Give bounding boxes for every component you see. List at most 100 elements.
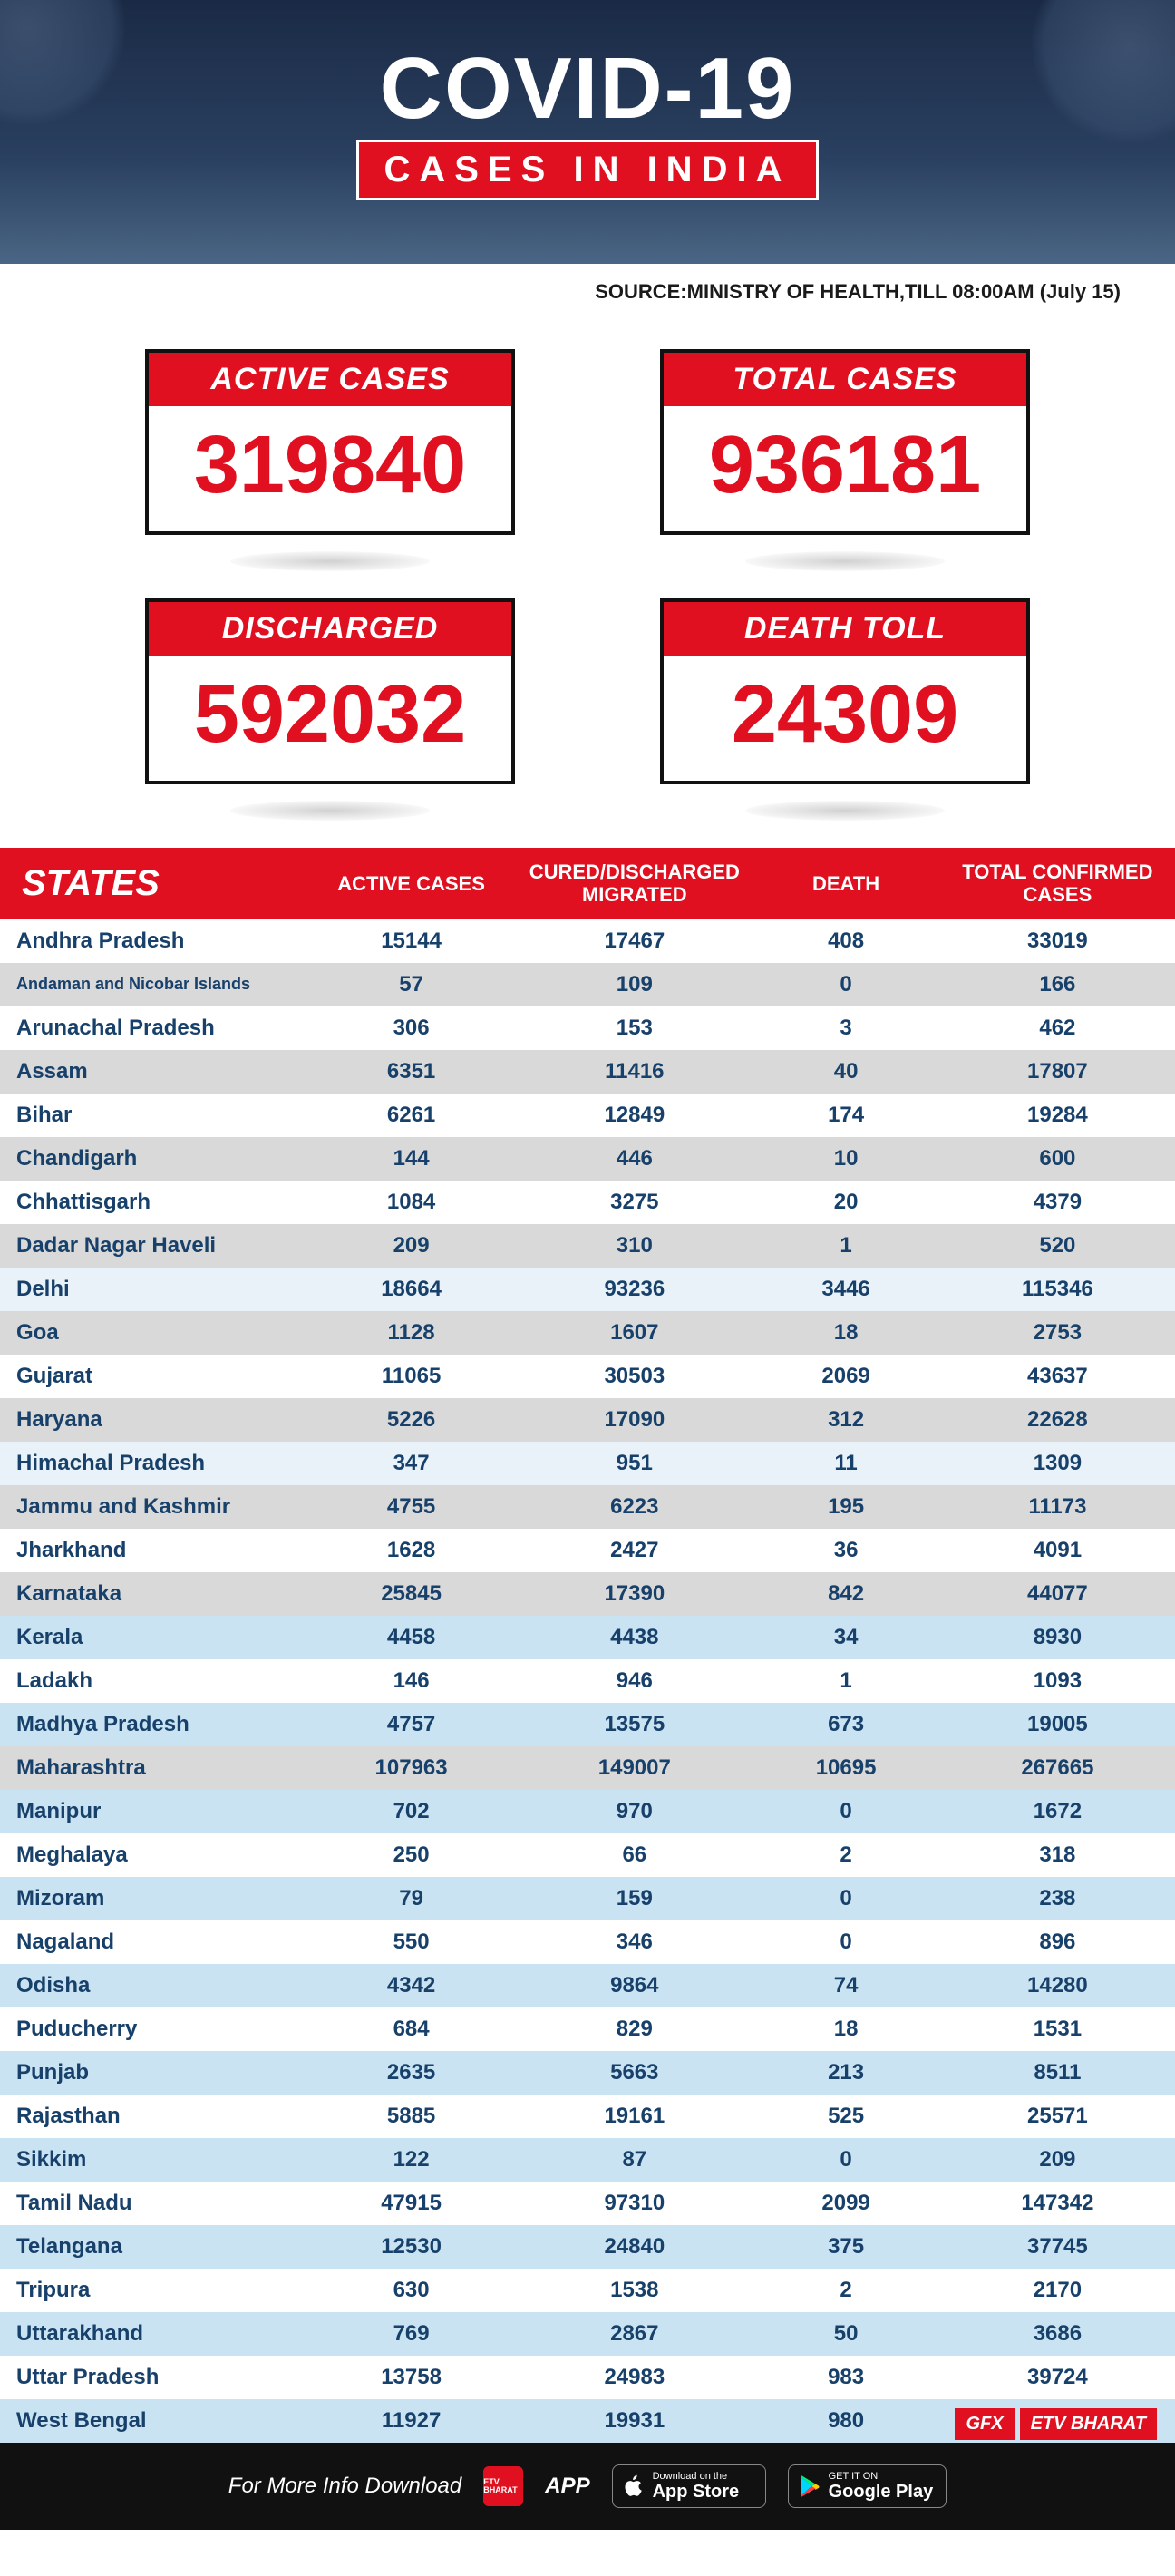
death-cell: 375 [752,2225,939,2269]
active-cell: 6351 [306,1050,517,1094]
active-cell: 11927 [306,2399,517,2443]
brand-tags: GFX ETV BHARAT [955,2408,1157,2440]
active-cell: 146 [306,1659,517,1703]
table-row: Manipur70297001672 [0,1790,1175,1833]
appstore-badge[interactable]: Download on the App Store [612,2464,766,2508]
total-cell: 209 [940,2138,1175,2182]
cured-cell: 109 [517,963,752,1006]
death-cell: 2 [752,1833,939,1877]
table-row: Delhi18664932363446115346 [0,1268,1175,1311]
column-header: DEATH [752,848,939,919]
stat-value: 936181 [664,406,1026,531]
state-cell: Andhra Pradesh [0,919,306,963]
state-cell: Jharkhand [0,1529,306,1572]
state-cell: Delhi [0,1268,306,1311]
death-cell: 525 [752,2095,939,2138]
death-cell: 312 [752,1398,939,1442]
active-cell: 209 [306,1224,517,1268]
active-cell: 4342 [306,1964,517,2007]
death-cell: 673 [752,1703,939,1746]
stat-card: DEATH TOLL 24309 [660,598,1030,784]
death-cell: 195 [752,1485,939,1529]
death-cell: 0 [752,1877,939,1920]
death-cell: 20 [752,1181,939,1224]
total-cell: 19284 [940,1094,1175,1137]
cured-cell: 9864 [517,1964,752,2007]
table-row: Tripura630153822170 [0,2269,1175,2312]
play-line2: Google Play [829,2482,934,2502]
death-cell: 18 [752,1311,939,1355]
state-cell: Mizoram [0,1877,306,1920]
cured-cell: 946 [517,1659,752,1703]
active-cell: 550 [306,1920,517,1964]
total-cell: 14280 [940,1964,1175,2007]
total-cell: 1093 [940,1659,1175,1703]
total-cell: 1531 [940,2007,1175,2051]
cured-cell: 30503 [517,1355,752,1398]
table-row: Karnataka258451739084244077 [0,1572,1175,1616]
active-cell: 684 [306,2007,517,2051]
table-row: Goa11281607182753 [0,1311,1175,1355]
total-cell: 1309 [940,1442,1175,1485]
death-cell: 408 [752,919,939,963]
state-cell: Ladakh [0,1659,306,1703]
death-cell: 1 [752,1224,939,1268]
cured-cell: 2427 [517,1529,752,1572]
active-cell: 306 [306,1006,517,1050]
apple-icon [622,2474,646,2498]
total-cell: 11173 [940,1485,1175,1529]
active-cell: 5226 [306,1398,517,1442]
death-cell: 10695 [752,1746,939,1790]
total-cell: 267665 [940,1746,1175,1790]
infographic-container: COVID-19 CASES IN INDIA SOURCE:MINISTRY … [0,0,1175,2530]
active-cell: 144 [306,1137,517,1181]
shadow-ellipse [745,801,945,821]
table-row: Maharashtra10796314900710695267665 [0,1746,1175,1790]
total-cell: 8930 [940,1616,1175,1659]
total-cell: 25571 [940,2095,1175,2138]
summary-grid: ACTIVE CASES 319840 TOTAL CASES 936181 D… [0,313,1175,848]
cured-cell: 93236 [517,1268,752,1311]
total-cell: 22628 [940,1398,1175,1442]
cured-cell: 5663 [517,2051,752,2095]
total-cell: 4379 [940,1181,1175,1224]
column-header: ACTIVE CASES [306,848,517,919]
state-cell: Jammu and Kashmir [0,1485,306,1529]
main-title: COVID-19 [18,45,1157,132]
brand-gfx: GFX [955,2408,1014,2440]
active-cell: 1084 [306,1181,517,1224]
table-row: Chhattisgarh10843275204379 [0,1181,1175,1224]
death-cell: 2069 [752,1355,939,1398]
total-cell: 4091 [940,1529,1175,1572]
cured-cell: 310 [517,1224,752,1268]
googleplay-badge[interactable]: GET IT ON Google Play [788,2464,947,2508]
state-cell: Assam [0,1050,306,1094]
total-cell: 238 [940,1877,1175,1920]
state-cell: Uttar Pradesh [0,2356,306,2399]
total-cell: 600 [940,1137,1175,1181]
cured-cell: 17467 [517,919,752,963]
cured-cell: 13575 [517,1703,752,1746]
column-header: CURED/DISCHARGED MIGRATED [517,848,752,919]
cured-cell: 3275 [517,1181,752,1224]
active-cell: 347 [306,1442,517,1485]
cured-cell: 970 [517,1790,752,1833]
death-cell: 0 [752,2138,939,2182]
active-cell: 4757 [306,1703,517,1746]
table-row: Nagaland5503460896 [0,1920,1175,1964]
death-cell: 983 [752,2356,939,2399]
subtitle: CASES IN INDIA [384,150,791,190]
table-row: Gujarat1106530503206943637 [0,1355,1175,1398]
death-cell: 1 [752,1659,939,1703]
total-cell: 19005 [940,1703,1175,1746]
active-cell: 5885 [306,2095,517,2138]
header-section: COVID-19 CASES IN INDIA [0,0,1175,264]
table-row: Jammu and Kashmir4755622319511173 [0,1485,1175,1529]
active-cell: 1128 [306,1311,517,1355]
death-cell: 0 [752,1920,939,1964]
state-cell: Haryana [0,1398,306,1442]
shadow-ellipse [230,801,430,821]
table-row: Meghalaya250662318 [0,1833,1175,1877]
cured-cell: 153 [517,1006,752,1050]
table-row: Andhra Pradesh151441746740833019 [0,919,1175,963]
